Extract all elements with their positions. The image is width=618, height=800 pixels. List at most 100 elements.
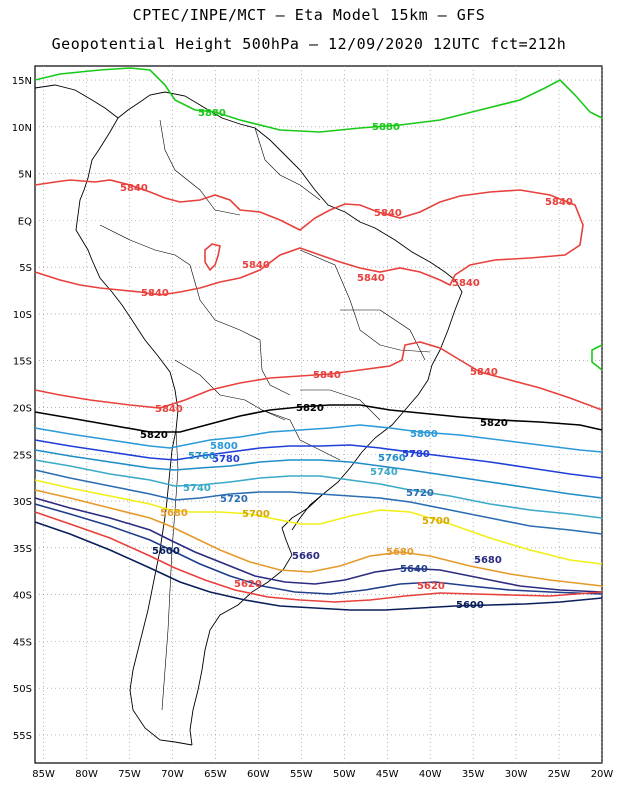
lat-tick-label: 30S: [13, 497, 32, 508]
atlantic-coast-south: [189, 437, 376, 746]
lon-tick-label: 60W: [247, 769, 270, 780]
lat-tick-label: 40S: [13, 591, 32, 602]
label-5840-8: 5840: [313, 370, 341, 381]
label-5760-1: 5760: [188, 451, 216, 462]
label-5600-1: 5600: [152, 546, 180, 557]
contour-labels: 5880 5880 5840 5840 5840 5840 5840 5840 …: [120, 108, 573, 611]
label-5620-1: 5620: [234, 579, 262, 590]
label-5600-2: 5600: [456, 600, 484, 611]
north-coast: [75, 117, 133, 321]
lat-tick-label: 55S: [13, 731, 32, 742]
border-brazil-states: [299, 249, 431, 353]
lat-tick-label: 15N: [12, 76, 32, 87]
central-america-coast: [34, 84, 256, 129]
label-5700-2: 5700: [422, 516, 450, 527]
contour-5720: [34, 469, 603, 535]
lon-tick-label: 30W: [505, 769, 528, 780]
contour-5880-a: [34, 67, 603, 133]
chart-title-line-2: Geopotential Height 500hPa – 12/09/2020 …: [51, 35, 567, 53]
lat-tick-label: 25S: [13, 450, 32, 461]
label-5840-1: 5840: [120, 183, 148, 194]
label-5880-2: 5880: [372, 122, 400, 133]
lat-tick-label: 10N: [12, 123, 32, 134]
contour-5620: [34, 511, 603, 603]
label-5840-10: 5840: [155, 404, 183, 415]
lat-tick-label: EQ: [18, 216, 32, 227]
label-5840-6: 5840: [452, 278, 480, 289]
border-colombia-venezuela: [159, 119, 241, 216]
lon-tick-label: 55W: [290, 769, 313, 780]
label-5680-3: 5680: [474, 555, 502, 566]
label-5720-1: 5720: [220, 494, 248, 505]
contour-5880-b: [591, 344, 603, 371]
label-5880-1: 5880: [198, 108, 226, 119]
label-5840-7: 5840: [141, 288, 169, 299]
lon-tick-label: 25W: [548, 769, 571, 780]
label-5640-1: 5640: [400, 564, 428, 575]
label-5820-2: 5820: [140, 430, 168, 441]
label-5680-1: 5680: [160, 508, 188, 519]
label-5700-1: 5700: [242, 509, 270, 520]
label-5780-2: 5780: [402, 449, 430, 460]
label-5800-2: 5800: [410, 429, 438, 440]
label-5840-9: 5840: [470, 367, 498, 378]
label-5840-4: 5840: [242, 260, 270, 271]
contour-5760: [34, 449, 603, 499]
border-brazil-states-2: [340, 309, 426, 361]
lon-tick-label: 65W: [204, 769, 227, 780]
lon-tick-label: 20W: [591, 769, 614, 780]
gridlines: [35, 66, 603, 763]
label-5800-1: 5800: [210, 441, 238, 452]
lon-tick-label: 45W: [376, 769, 399, 780]
contour-5700: [34, 479, 603, 565]
contour-5740: [34, 459, 603, 519]
chart-title-line-1: CPTEC/INPE/MCT – Eta Model 15km – GFS: [132, 6, 486, 24]
atlantic-coast-north: [254, 127, 463, 439]
contour-5840-north: [34, 179, 584, 296]
contour-5600: [34, 521, 603, 611]
label-5820-3: 5820: [480, 418, 508, 429]
label-5840-5: 5840: [357, 273, 385, 284]
country-borders: [99, 119, 431, 711]
label-5740-1: 5740: [183, 483, 211, 494]
lat-tick-label: 50S: [13, 684, 32, 695]
lon-tick-label: 35W: [462, 769, 485, 780]
border-argentina-chile: [161, 429, 179, 711]
lon-tick-label: 70W: [161, 769, 184, 780]
contour-5780: [34, 439, 603, 479]
lat-tick-label: 45S: [13, 637, 32, 648]
lon-tick-label: 50W: [333, 769, 356, 780]
lon-tick-label: 85W: [32, 769, 55, 780]
border-paraguay: [261, 409, 341, 461]
label-5720-2: 5720: [406, 488, 434, 499]
contour-5640: [34, 503, 603, 595]
lon-tick-label: 75W: [118, 769, 141, 780]
lat-tick-label: 5S: [19, 263, 32, 274]
label-5820-1: 5820: [296, 403, 324, 414]
contour-5660: [34, 497, 603, 593]
contours: [34, 67, 603, 611]
contour-5800: [34, 424, 603, 453]
label-5840-2: 5840: [374, 208, 402, 219]
lat-tick-label: 20S: [13, 403, 32, 414]
latitude-labels: 15N 10N 5N EQ 5S 10S 15S 20S 25S 30S 35S 40S 45S 50S 5…: [12, 76, 32, 742]
coastlines: [34, 84, 463, 746]
label-5840-3: 5840: [545, 197, 573, 208]
lat-tick-label: 10S: [13, 310, 32, 321]
lon-tick-label: 80W: [75, 769, 98, 780]
label-5760-2: 5760: [378, 453, 406, 464]
longitude-labels: 85W 80W 75W 70W 65W 60W 55W 50W 45W 40W 35W 30W 25W 2…: [32, 769, 613, 780]
contour-5680: [34, 489, 603, 587]
border-brazil-west: [189, 264, 291, 396]
lat-tick-label: 5N: [18, 170, 32, 181]
border-colombia-peru: [99, 224, 191, 266]
lat-tick-label: 15S: [13, 357, 32, 368]
label-5660-1: 5660: [292, 551, 320, 562]
lon-tick-label: 40W: [419, 769, 442, 780]
contour-5840-south: [34, 341, 603, 411]
contour-5820: [34, 404, 603, 433]
label-5620-2: 5620: [417, 581, 445, 592]
label-5740-2: 5740: [370, 467, 398, 478]
lat-tick-label: 35S: [13, 544, 32, 555]
